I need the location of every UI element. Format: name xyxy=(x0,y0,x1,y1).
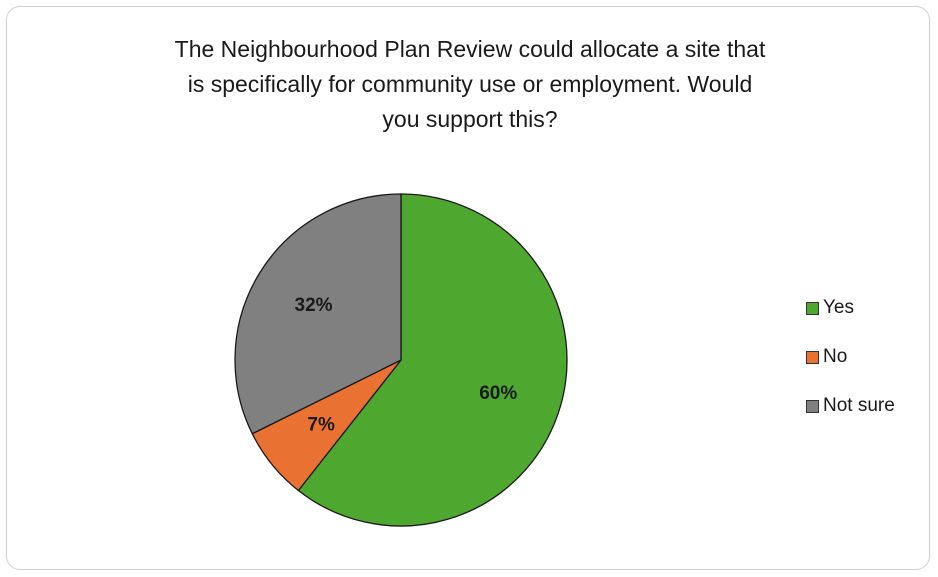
chart-title: The Neighbourhood Plan Review could allo… xyxy=(90,32,850,137)
legend-item-no: No xyxy=(806,345,895,369)
chart-legend: Yes No Not sure xyxy=(806,296,895,443)
chart-title-line-1: The Neighbourhood Plan Review could allo… xyxy=(174,36,766,62)
data-label-no: 7% xyxy=(307,414,335,435)
legend-label-not-sure: Not sure xyxy=(823,395,895,416)
legend-swatch-no xyxy=(806,350,819,364)
legend-item-yes: Yes xyxy=(806,296,895,320)
legend-swatch-yes xyxy=(806,301,819,315)
legend-swatch-not-sure xyxy=(806,399,819,413)
legend-item-not-sure: Not sure xyxy=(806,394,895,418)
chart-title-line-3: you support this? xyxy=(382,106,558,132)
data-label-not-sure: 32% xyxy=(295,295,333,316)
legend-label-no: No xyxy=(823,346,848,367)
chart-title-line-2: is specifically for community use or emp… xyxy=(187,71,753,97)
pie-slice-not-sure xyxy=(234,193,402,435)
data-label-yes: 60% xyxy=(479,383,517,404)
legend-label-yes: Yes xyxy=(823,297,854,318)
pie-slice-yes xyxy=(297,193,568,527)
